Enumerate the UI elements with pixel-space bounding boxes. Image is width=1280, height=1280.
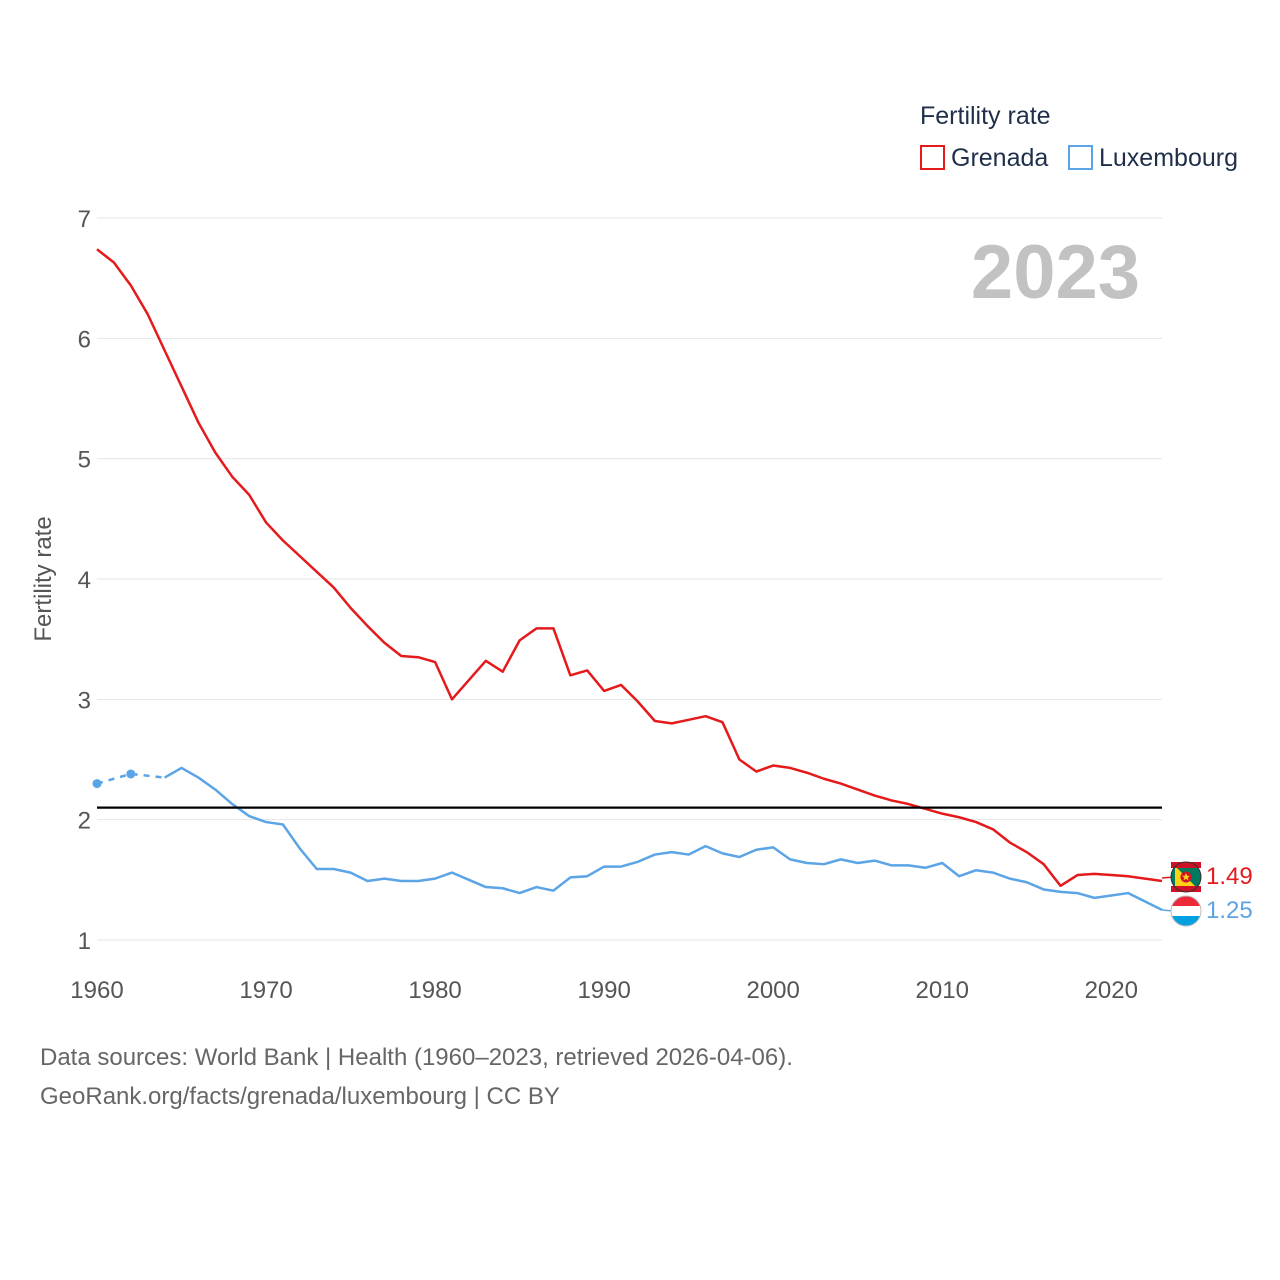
x-axis-tick-labels: 1960 1970 1980 1990 2000 2010 2020 [70, 977, 1138, 1004]
y-tick-label-3: 3 [78, 687, 91, 714]
y-tick-label-7: 7 [78, 206, 91, 233]
attribution-link[interactable]: GeoRank.org/facts/grenada/luxembourg | C… [40, 1083, 560, 1110]
legend-swatch-luxembourg[interactable] [1068, 145, 1093, 170]
series-lines [92, 248, 1163, 912]
legend-swatch-grenada[interactable] [920, 145, 945, 170]
y-tick-label-1: 1 [78, 928, 91, 955]
x-tick-label-2000: 2000 [746, 977, 799, 1004]
legend: Fertility rate Grenada Luxembourg [920, 102, 1238, 172]
y-tick-label-6: 6 [78, 326, 91, 353]
x-tick-label-2020: 2020 [1085, 977, 1138, 1004]
y-tick-label-5: 5 [78, 447, 91, 474]
grenada-flag-icon [1170, 861, 1202, 893]
luxembourg-marker-1960[interactable] [92, 779, 102, 789]
x-tick-label-1990: 1990 [577, 977, 630, 1004]
grenada-line[interactable] [96, 248, 1163, 888]
legend-label-luxembourg[interactable]: Luxembourg [1099, 144, 1238, 172]
end-labels: 1.49 1.25 [1161, 861, 1253, 927]
x-tick-label-1970: 1970 [239, 977, 292, 1004]
year-label: 2023 [971, 230, 1140, 315]
legend-title: Fertility rate [920, 102, 1051, 130]
x-tick-label-1980: 1980 [408, 977, 461, 1004]
luxembourg-line[interactable] [164, 766, 1163, 912]
x-tick-label-1960: 1960 [70, 977, 123, 1004]
x-tick-label-2010: 2010 [916, 977, 969, 1004]
y-tick-label-4: 4 [78, 567, 91, 594]
luxembourg-flag-icon [1170, 895, 1202, 927]
luxembourg-end-value: 1.25 [1206, 897, 1253, 924]
grenada-end-value: 1.49 [1206, 863, 1253, 890]
y-axis-tick-labels: 1 2 3 4 5 6 7 [78, 206, 91, 955]
y-tick-label-2: 2 [78, 808, 91, 835]
luxembourg-marker-1962[interactable] [126, 769, 136, 779]
y-axis-title: Fertility rate [30, 516, 57, 641]
gridlines [97, 217, 1162, 941]
data-source-line: Data sources: World Bank | Health (1960–… [40, 1044, 793, 1071]
legend-label-grenada[interactable]: Grenada [951, 144, 1048, 172]
